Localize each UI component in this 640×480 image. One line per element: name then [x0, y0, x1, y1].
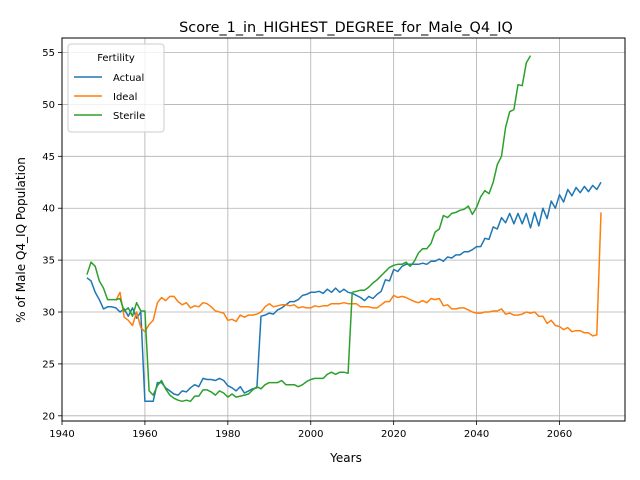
- x-tick-label: 1940: [49, 429, 74, 440]
- series-line-ideal: [115, 212, 602, 337]
- x-tick-label: 2020: [381, 429, 406, 440]
- x-tick-label: 2060: [547, 429, 572, 440]
- x-tick-label: 1980: [215, 429, 240, 440]
- y-tick-label: 55: [42, 48, 55, 59]
- legend-label: Sterile: [113, 111, 145, 122]
- y-tick-label: 30: [42, 308, 55, 319]
- legend-title: Fertility: [97, 53, 135, 64]
- x-tick-label: 2000: [298, 429, 323, 440]
- y-tick-label: 20: [42, 411, 55, 422]
- chart-title: Score_1_in_HIGHEST_DEGREE_for_Male_Q4_IQ: [179, 20, 513, 36]
- x-axis-label: Years: [329, 451, 362, 465]
- x-tick-label: 2040: [464, 429, 489, 440]
- grid-lines: [61, 38, 625, 421]
- x-axis-ticks: 1940 1960 1980 2000 2020 2040 2060: [49, 421, 572, 440]
- y-axis-ticks: 20 25 30 35 40 45 50 55: [42, 48, 62, 422]
- x-tick-label: 1960: [132, 429, 157, 440]
- y-tick-label: 40: [42, 204, 55, 215]
- y-axis-label: % of Male Q4_IQ Population: [14, 157, 28, 323]
- y-tick-label: 50: [42, 100, 55, 111]
- legend: Fertility Actual Ideal Sterile: [67, 43, 165, 133]
- series-line-actual: [86, 181, 602, 403]
- series-lines: [86, 55, 602, 403]
- y-tick-label: 45: [42, 152, 55, 163]
- plot-frame: [61, 37, 626, 422]
- y-tick-label: 35: [42, 256, 55, 267]
- series-line-sterile: [86, 55, 532, 403]
- legend-label: Ideal: [113, 92, 137, 103]
- legend-box: [67, 43, 165, 133]
- y-tick-label: 25: [42, 359, 55, 370]
- legend-label: Actual: [113, 73, 144, 84]
